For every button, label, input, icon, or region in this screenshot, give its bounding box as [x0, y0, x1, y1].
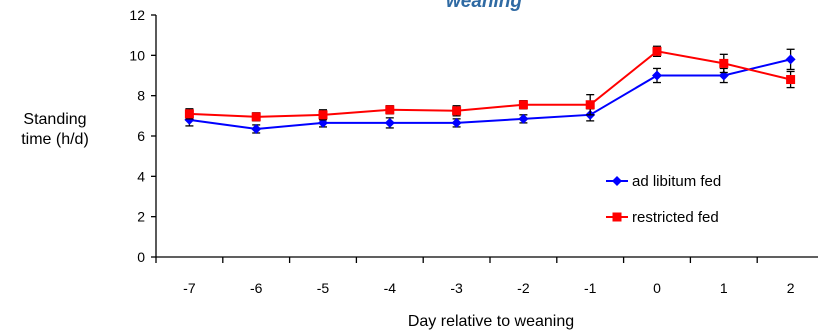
chart-title: weaning [446, 0, 522, 12]
x-tick-label: -5 [317, 280, 330, 296]
data-point [652, 46, 662, 56]
legend-label: restricted fed [632, 209, 719, 226]
series-1 [184, 48, 796, 134]
legend-marker [612, 176, 622, 186]
y-tick-label: 10 [129, 47, 145, 63]
data-point [184, 109, 194, 119]
y-axis-title-line-1: Standing [23, 111, 86, 128]
data-point [251, 123, 262, 134]
data-point [318, 110, 328, 120]
x-tick-label: 0 [653, 280, 661, 296]
y-tick-label: 4 [137, 168, 145, 184]
data-point [452, 106, 462, 116]
legend-label: ad libitum fed [632, 173, 721, 190]
data-point [585, 100, 595, 110]
x-tick-label: -6 [250, 280, 263, 296]
data-point [384, 117, 395, 128]
legend: ad libitum fed restricted fed [606, 173, 721, 226]
x-tick-label: -3 [450, 280, 463, 296]
y-tick-label: 2 [137, 209, 145, 225]
y-axis-title-line-2: time (h/d) [21, 131, 89, 148]
y-tick-label: 8 [137, 88, 145, 104]
y-tick-label: 6 [137, 128, 145, 144]
legend-marker [612, 212, 622, 222]
data-point [719, 58, 729, 68]
x-tick-label: 1 [720, 280, 728, 296]
data-point [451, 117, 462, 128]
data-point [785, 54, 796, 65]
x-tick-label: 2 [787, 280, 795, 296]
data-point [518, 100, 528, 110]
data-point [786, 75, 796, 85]
x-tick-label: -2 [517, 280, 530, 296]
y-tick-label: 0 [137, 249, 145, 265]
x-tick-label: -4 [384, 280, 397, 296]
series-2 [184, 45, 796, 122]
y-tick-label: 12 [129, 7, 145, 23]
data-point [251, 112, 261, 122]
x-axis-title: Day relative to weaning [408, 313, 574, 330]
series-layer [184, 45, 796, 134]
data-point [385, 105, 395, 115]
x-tick-label: -7 [183, 280, 196, 296]
series-line [189, 58, 791, 130]
data-point [518, 113, 529, 124]
series-line [189, 50, 791, 118]
x-tick-label: -1 [584, 280, 597, 296]
data-point [652, 70, 662, 81]
